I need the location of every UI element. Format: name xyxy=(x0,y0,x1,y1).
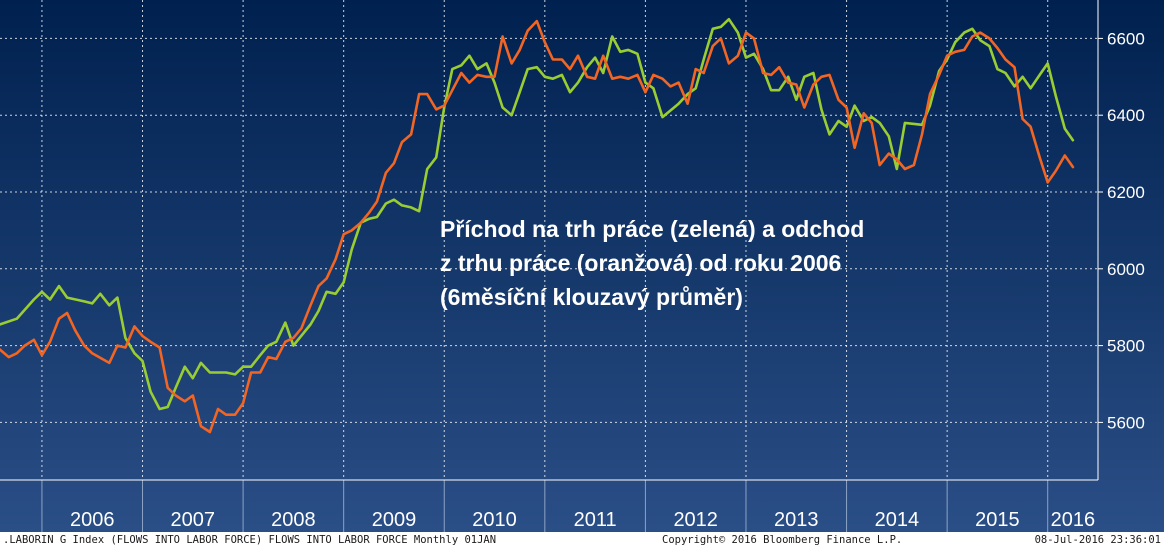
x-tick-label: 2009 xyxy=(372,509,417,531)
tick-labels: 5600 5800 6000 6200 6400 6600 2006 2007 2008 2009… xyxy=(70,29,1145,531)
x-tick-label: 2012 xyxy=(673,509,718,531)
y-tick-label: 5600 xyxy=(1107,413,1145,432)
x-tick-label: 2016 xyxy=(1051,509,1096,531)
annotation-line-3: (6měsíční klouzavý průměr) xyxy=(440,284,743,310)
x-tick-label: 2015 xyxy=(975,509,1020,531)
series-line-orange xyxy=(0,19,1075,434)
footer-index-description: .LABORIN G Index (FLOWS INTO LABOR FORCE… xyxy=(3,534,497,546)
x-tick-label: 2011 xyxy=(574,509,617,531)
x-tick-label: 2014 xyxy=(875,509,920,531)
chart-annotation: Příchod na trh práce (zelená) a odchod z… xyxy=(440,212,864,314)
y-tick-label: 5800 xyxy=(1107,337,1145,356)
annotation-line-1: Příchod na trh práce (zelená) a odchod xyxy=(440,216,865,242)
annotation-line-2: z trhu práce (oranžová) od roku 2006 xyxy=(440,250,842,276)
footer-timestamp: 08-Jul-2016 23:36:01 xyxy=(1034,534,1161,546)
series-layer xyxy=(0,17,1075,434)
x-tick-label: 2013 xyxy=(774,509,819,531)
x-tick-label: 2006 xyxy=(70,509,115,531)
footer-copyright: Copyright© 2016 Bloomberg Finance L.P. xyxy=(662,534,903,546)
y-tick-label: 6600 xyxy=(1107,29,1145,48)
axes xyxy=(0,0,1103,532)
x-tick-label: 2008 xyxy=(271,509,316,531)
x-tick-label: 2010 xyxy=(472,509,517,531)
series-line-green xyxy=(0,17,1075,411)
footer-bar: .LABORIN G Index (FLOWS INTO LABOR FORCE… xyxy=(0,532,1164,549)
y-tick-label: 6200 xyxy=(1107,183,1145,202)
chart-background xyxy=(0,0,1164,532)
y-tick-label: 6400 xyxy=(1107,106,1145,125)
x-tick-label: 2007 xyxy=(171,509,216,531)
y-tick-label: 6000 xyxy=(1107,260,1145,279)
